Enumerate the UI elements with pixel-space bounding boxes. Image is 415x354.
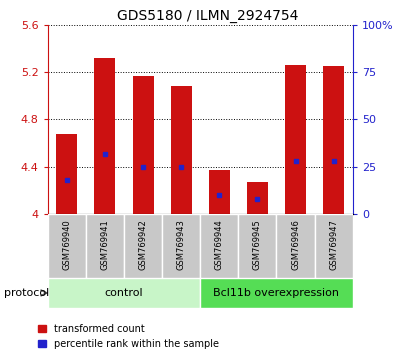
Bar (315, 214, 353, 278)
Bar (124, 214, 162, 278)
Text: GSM769943: GSM769943 (177, 219, 186, 270)
Bar (200, 214, 238, 278)
Legend: transformed count, percentile rank within the sample: transformed count, percentile rank withi… (38, 324, 219, 349)
Bar (209, 170, 230, 214)
Bar (238, 214, 276, 278)
Text: GDS5180 / ILMN_2924754: GDS5180 / ILMN_2924754 (117, 9, 298, 23)
Bar (276, 214, 315, 278)
Bar (323, 66, 344, 214)
Bar (95, 58, 115, 214)
Text: Bcl11b overexpression: Bcl11b overexpression (213, 288, 339, 298)
Bar (285, 65, 306, 214)
Text: GSM769946: GSM769946 (291, 219, 300, 270)
Bar (48, 214, 86, 278)
Bar (56, 134, 77, 214)
Bar (162, 214, 200, 278)
Text: protocol: protocol (4, 288, 49, 298)
Text: GSM769947: GSM769947 (329, 219, 338, 270)
Bar (171, 86, 192, 214)
Bar (86, 214, 124, 278)
Text: GSM769940: GSM769940 (62, 219, 71, 270)
Bar (132, 76, 154, 214)
Bar (247, 182, 268, 214)
Bar (48, 278, 200, 308)
Text: control: control (105, 288, 143, 298)
Text: GSM769942: GSM769942 (139, 219, 148, 270)
Text: GSM769941: GSM769941 (100, 219, 110, 270)
Text: GSM769945: GSM769945 (253, 219, 262, 270)
Text: GSM769944: GSM769944 (215, 219, 224, 270)
Bar (200, 278, 353, 308)
